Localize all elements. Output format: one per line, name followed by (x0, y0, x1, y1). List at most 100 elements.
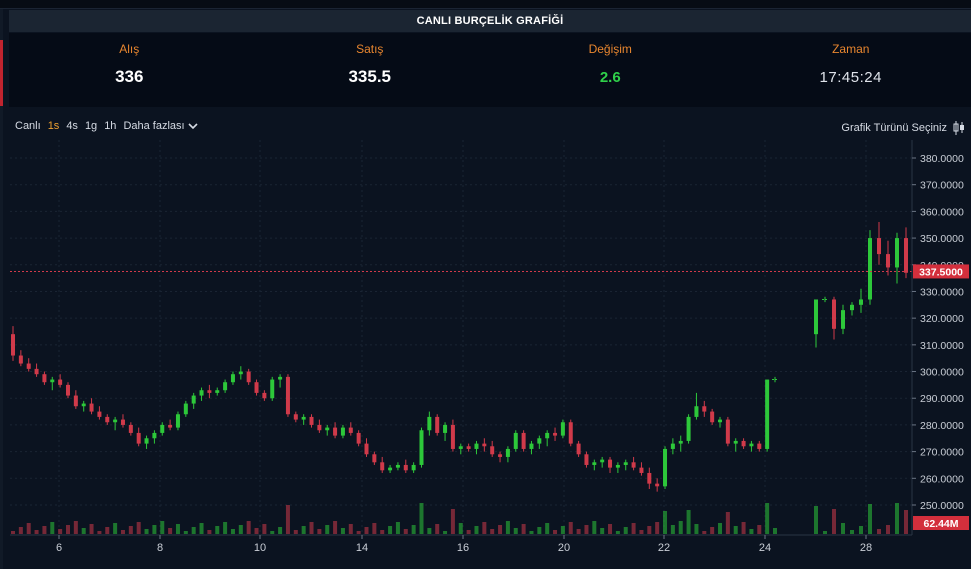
volume-bar (841, 523, 845, 534)
volume-bar (600, 528, 605, 534)
interval-1s-button[interactable]: 1s (47, 120, 60, 132)
volume-bar (678, 521, 683, 534)
volume-bar (262, 524, 267, 534)
volume-bar (427, 528, 432, 534)
candle-body (340, 427, 345, 436)
candle-body (97, 411, 102, 417)
volume-bar (623, 527, 628, 534)
chart-grid (10, 140, 912, 535)
volume-bar (710, 527, 715, 534)
candle-body (333, 427, 338, 436)
candle-body (623, 462, 628, 465)
volume-bar (333, 521, 338, 534)
x-tick-label: 16 (457, 542, 469, 554)
candle-body (490, 446, 495, 455)
interval-1g-button[interactable]: 1g (84, 120, 98, 132)
chart-type-selector[interactable]: Grafik Türünü Seçiniz (841, 120, 965, 136)
volume-bar (144, 529, 149, 534)
candle-body (521, 432, 526, 449)
more-intervals-dropdown[interactable]: Daha fazlası (123, 120, 198, 132)
candle-body (120, 419, 125, 425)
interval-1h-button[interactable]: 1h (104, 120, 117, 132)
candle-body (443, 424, 448, 433)
volume-bar (529, 531, 534, 534)
candle-body (749, 443, 754, 447)
bid-column: Alış 336 (9, 33, 250, 107)
candle-body (513, 432, 518, 449)
y-tick-label: 330.0000 (920, 286, 964, 298)
volume-bar (904, 510, 908, 534)
candle-body (42, 374, 47, 383)
volume-bar (490, 529, 495, 534)
candle-body (89, 403, 94, 412)
change-column: Değişim 2.6 (490, 33, 731, 107)
candle-body (553, 432, 558, 436)
volume-bar (317, 529, 322, 534)
volume-bar (238, 525, 243, 534)
volume-bar (545, 523, 550, 534)
candle-body (105, 416, 110, 423)
candle-body (537, 438, 542, 444)
candle-body (841, 310, 845, 329)
volume-bar (18, 527, 23, 534)
volume-bar (655, 522, 660, 534)
candle-body (285, 376, 290, 415)
candle-body (34, 368, 39, 375)
volume-bar (505, 521, 510, 534)
volume-bar (859, 526, 863, 534)
volume-bar (877, 529, 881, 534)
candle-body (592, 462, 597, 465)
volume-bar (152, 525, 157, 534)
volume-bar (686, 510, 691, 534)
candle-body (710, 411, 715, 423)
y-tick-label: 380.0000 (920, 153, 964, 165)
candle-body (348, 427, 353, 433)
y-tick-label: 310.0000 (920, 340, 964, 352)
candle-body (380, 462, 385, 471)
time-value: 17:45:24 (819, 69, 882, 86)
candle-body (183, 403, 188, 415)
volume-bar (160, 521, 165, 534)
volume-bar (608, 524, 613, 534)
candle-body (670, 443, 675, 449)
candle-body (278, 376, 283, 380)
volume-bar (670, 525, 675, 534)
volume-bar (34, 530, 39, 534)
candle-body (309, 416, 314, 425)
live-button[interactable]: Canlı (15, 120, 41, 132)
candle-body (364, 443, 369, 455)
volume-bar (50, 522, 55, 534)
interval-4s-button[interactable]: 4s (66, 120, 78, 132)
candle-body (168, 424, 173, 428)
volume-bar (309, 522, 314, 534)
candle-body (814, 299, 818, 335)
volume-bar (207, 530, 212, 534)
candle-body (663, 448, 668, 487)
volume-bar (183, 531, 188, 534)
candle-body (655, 483, 660, 487)
candlestick-chart[interactable]: 380.0000370.0000360.0000350.0000340.0000… (0, 140, 971, 569)
volume-bar (639, 530, 644, 534)
candle-body (474, 443, 479, 449)
volume-bar (199, 523, 204, 534)
volume-bar (97, 531, 102, 534)
x-tick-label: 20 (558, 542, 570, 554)
bid-label: Alış (119, 42, 140, 56)
volume-label: 62.44M (923, 518, 958, 530)
volume-bar (254, 528, 259, 534)
candle-body (215, 390, 220, 393)
candle-body (868, 238, 872, 300)
volume-bar (325, 525, 330, 534)
candle-body (576, 443, 581, 455)
candle-body (694, 406, 699, 417)
volume-bar (725, 512, 730, 534)
volume-bar (26, 523, 31, 534)
candle-body (678, 440, 683, 444)
candle-body (850, 304, 854, 311)
volume-bar (403, 529, 408, 534)
candle-body (128, 424, 133, 433)
volume-bar (757, 525, 762, 534)
candle-body (317, 424, 322, 431)
x-tick-label: 8 (157, 542, 163, 554)
volume-bar (466, 530, 471, 534)
